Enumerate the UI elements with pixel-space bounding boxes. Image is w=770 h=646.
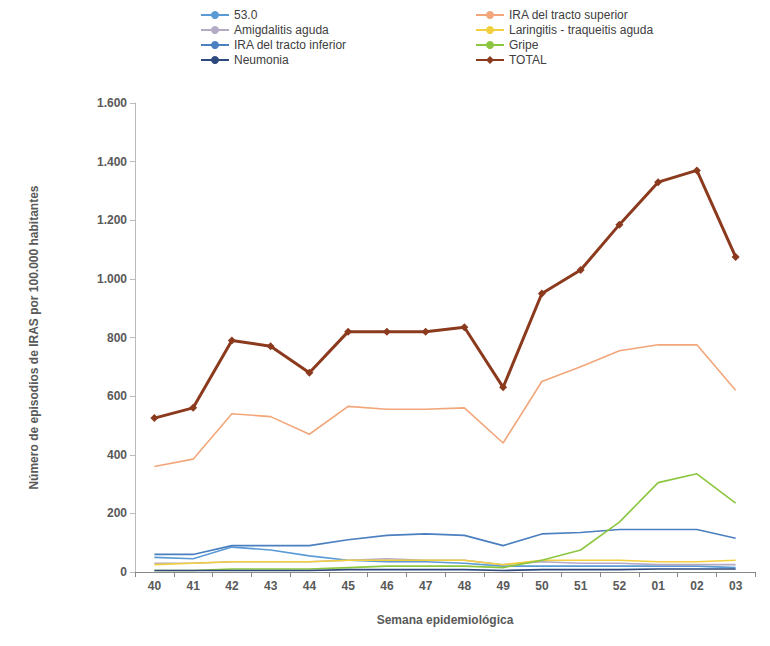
svg-text:IRA del tracto inferior: IRA del tracto inferior (234, 38, 346, 52)
svg-text:1.200: 1.200 (97, 213, 127, 227)
svg-text:800: 800 (107, 331, 127, 345)
svg-text:48: 48 (458, 579, 472, 593)
svg-text:41: 41 (186, 579, 200, 593)
svg-text:47: 47 (419, 579, 433, 593)
svg-text:52: 52 (613, 579, 627, 593)
svg-text:Laringitis - traqueitis aguda: Laringitis - traqueitis aguda (509, 23, 653, 37)
svg-text:42: 42 (225, 579, 239, 593)
svg-text:45: 45 (341, 579, 355, 593)
svg-text:44: 44 (303, 579, 317, 593)
svg-text:IRA del tracto superior: IRA del tracto superior (509, 8, 628, 22)
svg-text:03: 03 (729, 579, 743, 593)
svg-text:46: 46 (380, 579, 394, 593)
svg-text:TOTAL: TOTAL (509, 53, 547, 67)
svg-text:49: 49 (496, 579, 510, 593)
svg-text:Semana epidemiológica: Semana epidemiológica (377, 613, 514, 627)
svg-text:53.0: 53.0 (234, 8, 258, 22)
svg-text:43: 43 (264, 579, 278, 593)
svg-text:02: 02 (690, 579, 704, 593)
svg-text:200: 200 (107, 506, 127, 520)
svg-text:1.000: 1.000 (97, 272, 127, 286)
svg-text:Gripe: Gripe (509, 38, 539, 52)
svg-text:Amigdalitis aguda: Amigdalitis aguda (234, 23, 329, 37)
svg-text:Número de episodios de IRAS po: Número de episodios de IRAS por 100.000 … (27, 185, 41, 489)
svg-text:Neumonia: Neumonia (234, 53, 289, 67)
svg-text:1.600: 1.600 (97, 96, 127, 110)
svg-text:400: 400 (107, 448, 127, 462)
svg-text:51: 51 (574, 579, 588, 593)
svg-text:1.400: 1.400 (97, 155, 127, 169)
svg-text:0: 0 (120, 565, 127, 579)
svg-text:01: 01 (651, 579, 665, 593)
svg-text:50: 50 (535, 579, 549, 593)
svg-text:600: 600 (107, 389, 127, 403)
svg-text:40: 40 (148, 579, 162, 593)
